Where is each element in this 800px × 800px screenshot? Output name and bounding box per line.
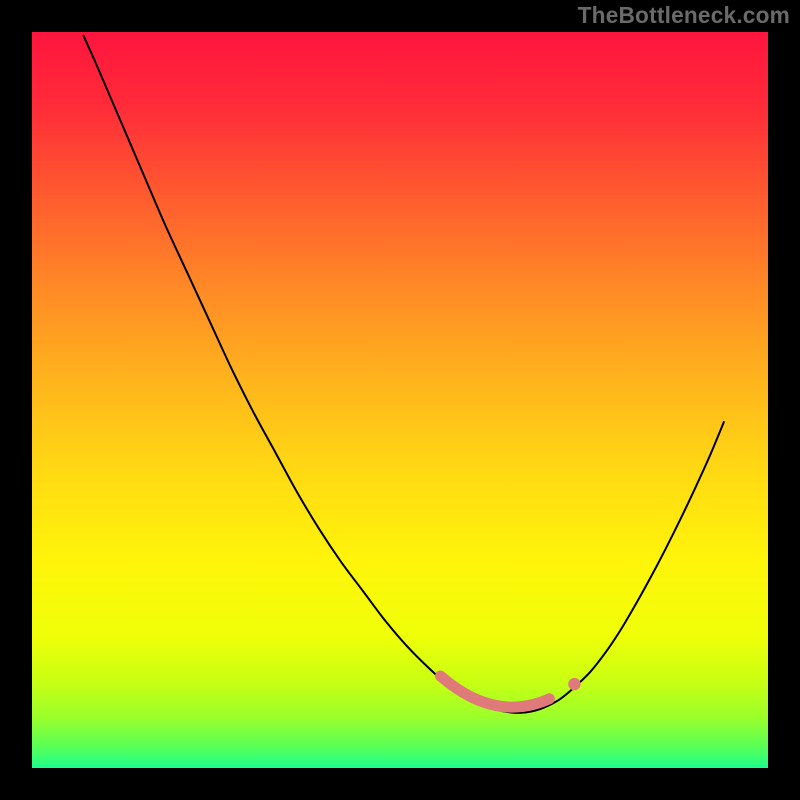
plot-area — [32, 32, 768, 768]
bottleneck-chart — [0, 0, 800, 800]
secondary-marker-dot — [568, 678, 580, 690]
stage: TheBottleneck.com — [0, 0, 800, 800]
watermark-text: TheBottleneck.com — [578, 2, 790, 29]
